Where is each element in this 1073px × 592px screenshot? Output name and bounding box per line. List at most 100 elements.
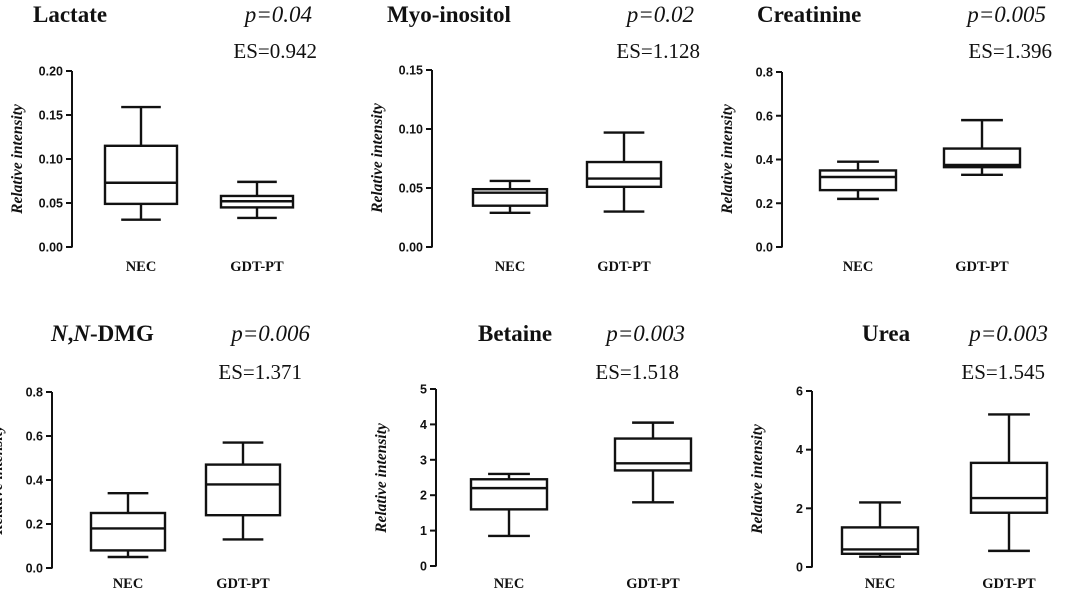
box-gdt-pt [969,413,1049,553]
y-axis-label: Relative intensity [9,104,26,215]
box-nec [840,501,920,558]
effect-size: ES=1.396 [968,39,1052,63]
box-gdt-pt [585,131,663,213]
x-category-label: NEC [843,259,874,275]
panel-myo-inositol: Myo-inositol p=0.02 ES=1.128 0.00 0.05 0.10 0.… [369,2,700,275]
panel-title: Creatinine [757,2,861,27]
y-tick-label: 0.4 [756,153,773,167]
y-tick-label: 0 [796,561,803,575]
x-category-label: GDT-PT [626,576,680,592]
y-axis-label: Relative intensity [373,423,390,534]
y-tick-label: 0.15 [399,64,423,78]
p-value: p=0.02 [625,2,694,27]
box-nec [89,492,167,559]
y-tick-label: 0.10 [399,123,423,137]
p-value: p=0.005 [965,2,1046,27]
panel-creatinine: Creatinine p=0.005 ES=1.396 0.0 0.2 0.4 0.6 0.8… [719,2,1052,275]
y-tick-label: 2 [796,502,803,516]
box-nec [103,105,179,221]
box-gdt-pt [942,118,1022,177]
y-tick-label: 0.0 [756,241,773,255]
y-tick-label: 0.0 [26,562,43,576]
y-tick-label: 0.8 [26,386,43,400]
panel-title-part: Lactate [33,2,107,27]
y-tick-label: 3 [420,453,427,467]
panel-title-part: N [72,321,91,346]
panel-title-part: -DMG [90,321,154,346]
y-tick-label: 0.15 [39,109,63,123]
x-category-label: GDT-PT [230,259,284,275]
box-gdt-pt [204,441,282,541]
y-tick-label: 0.2 [756,197,773,211]
x-category-label: GDT-PT [216,576,270,592]
y-tick-label: 0.00 [399,241,423,255]
x-category-label: GDT-PT [955,259,1009,275]
panel-title-part: Urea [862,321,911,346]
y-tick-label: 0.05 [399,182,423,196]
effect-size: ES=1.371 [218,360,302,384]
y-tick-label: 0.10 [39,153,63,167]
box-nec [818,160,898,201]
p-value: p=0.04 [243,2,312,27]
y-tick-label: 4 [796,443,803,457]
panel-title-part: N [50,321,69,346]
y-tick-label: 2 [420,489,427,503]
panel-title: Urea [862,321,911,346]
panel-title: Myo-inositol [387,2,511,27]
box-iqr [613,437,693,472]
panel-urea: Urea p=0.003 ES=1.545 0 2 4 6 Relative intensit… [749,321,1049,592]
box-iqr [585,160,663,189]
panel-title-part: Myo-inositol [387,2,511,27]
panel-title: Lactate [33,2,107,27]
y-axis-label: Relative intensity [719,104,736,215]
x-category-label: NEC [865,576,896,592]
box-iqr [942,147,1022,169]
box-nec [471,179,549,214]
box-gdt-pt [219,180,295,220]
x-category-label: NEC [126,259,157,275]
x-category-label: GDT-PT [597,259,651,275]
effect-size: ES=0.942 [233,39,317,63]
y-tick-label: 1 [420,524,427,538]
p-value: p=0.003 [604,321,685,346]
y-tick-label: 0 [420,560,427,574]
y-tick-label: 5 [420,383,427,397]
x-category-label: NEC [113,576,144,592]
box-iqr [204,463,282,517]
x-category-label: NEC [495,259,526,275]
effect-size: ES=1.128 [616,39,700,63]
panel-lactate: Lactate p=0.04 ES=0.942 0.00 0.05 0.10 0.15 0.2… [9,2,317,275]
y-tick-label: 0.05 [39,197,63,211]
box-iqr [469,478,549,511]
y-tick-label: 6 [796,385,803,399]
effect-size: ES=1.545 [961,360,1045,384]
effect-size: ES=1.518 [595,360,679,384]
p-value: p=0.006 [229,321,310,346]
panel-n-n-dmg: N,N-DMG p=0.006 ES=1.371 0.0 0.2 0.4 0.6 0.8 Rel… [0,321,310,592]
y-tick-label: 4 [420,418,427,432]
box-nec [469,472,549,538]
x-category-label: NEC [494,576,525,592]
panel-title: N,N-DMG [50,321,154,346]
p-value: p=0.003 [967,321,1048,346]
box-iqr [103,144,179,206]
y-axis-label: Relative intensity [369,103,386,214]
panel-title: Betaine [478,321,552,346]
y-tick-label: 0.20 [39,65,63,79]
y-tick-label: 0.8 [756,66,773,80]
panel-title-part: Creatinine [757,2,861,27]
y-tick-label: 0.6 [26,430,43,444]
panel-title-part: Betaine [478,321,552,346]
y-tick-label: 0.2 [26,518,43,532]
y-tick-label: 0.4 [26,474,43,488]
box-iqr [969,461,1049,514]
box-iqr [89,511,167,552]
box-iqr [818,169,898,192]
y-tick-label: 0.00 [39,241,63,255]
y-axis-label: Relative intensity [0,425,6,536]
y-tick-label: 0.6 [756,109,773,123]
y-axis-label: Relative intensity [749,424,766,535]
x-category-label: GDT-PT [982,576,1036,592]
box-gdt-pt [613,421,693,504]
